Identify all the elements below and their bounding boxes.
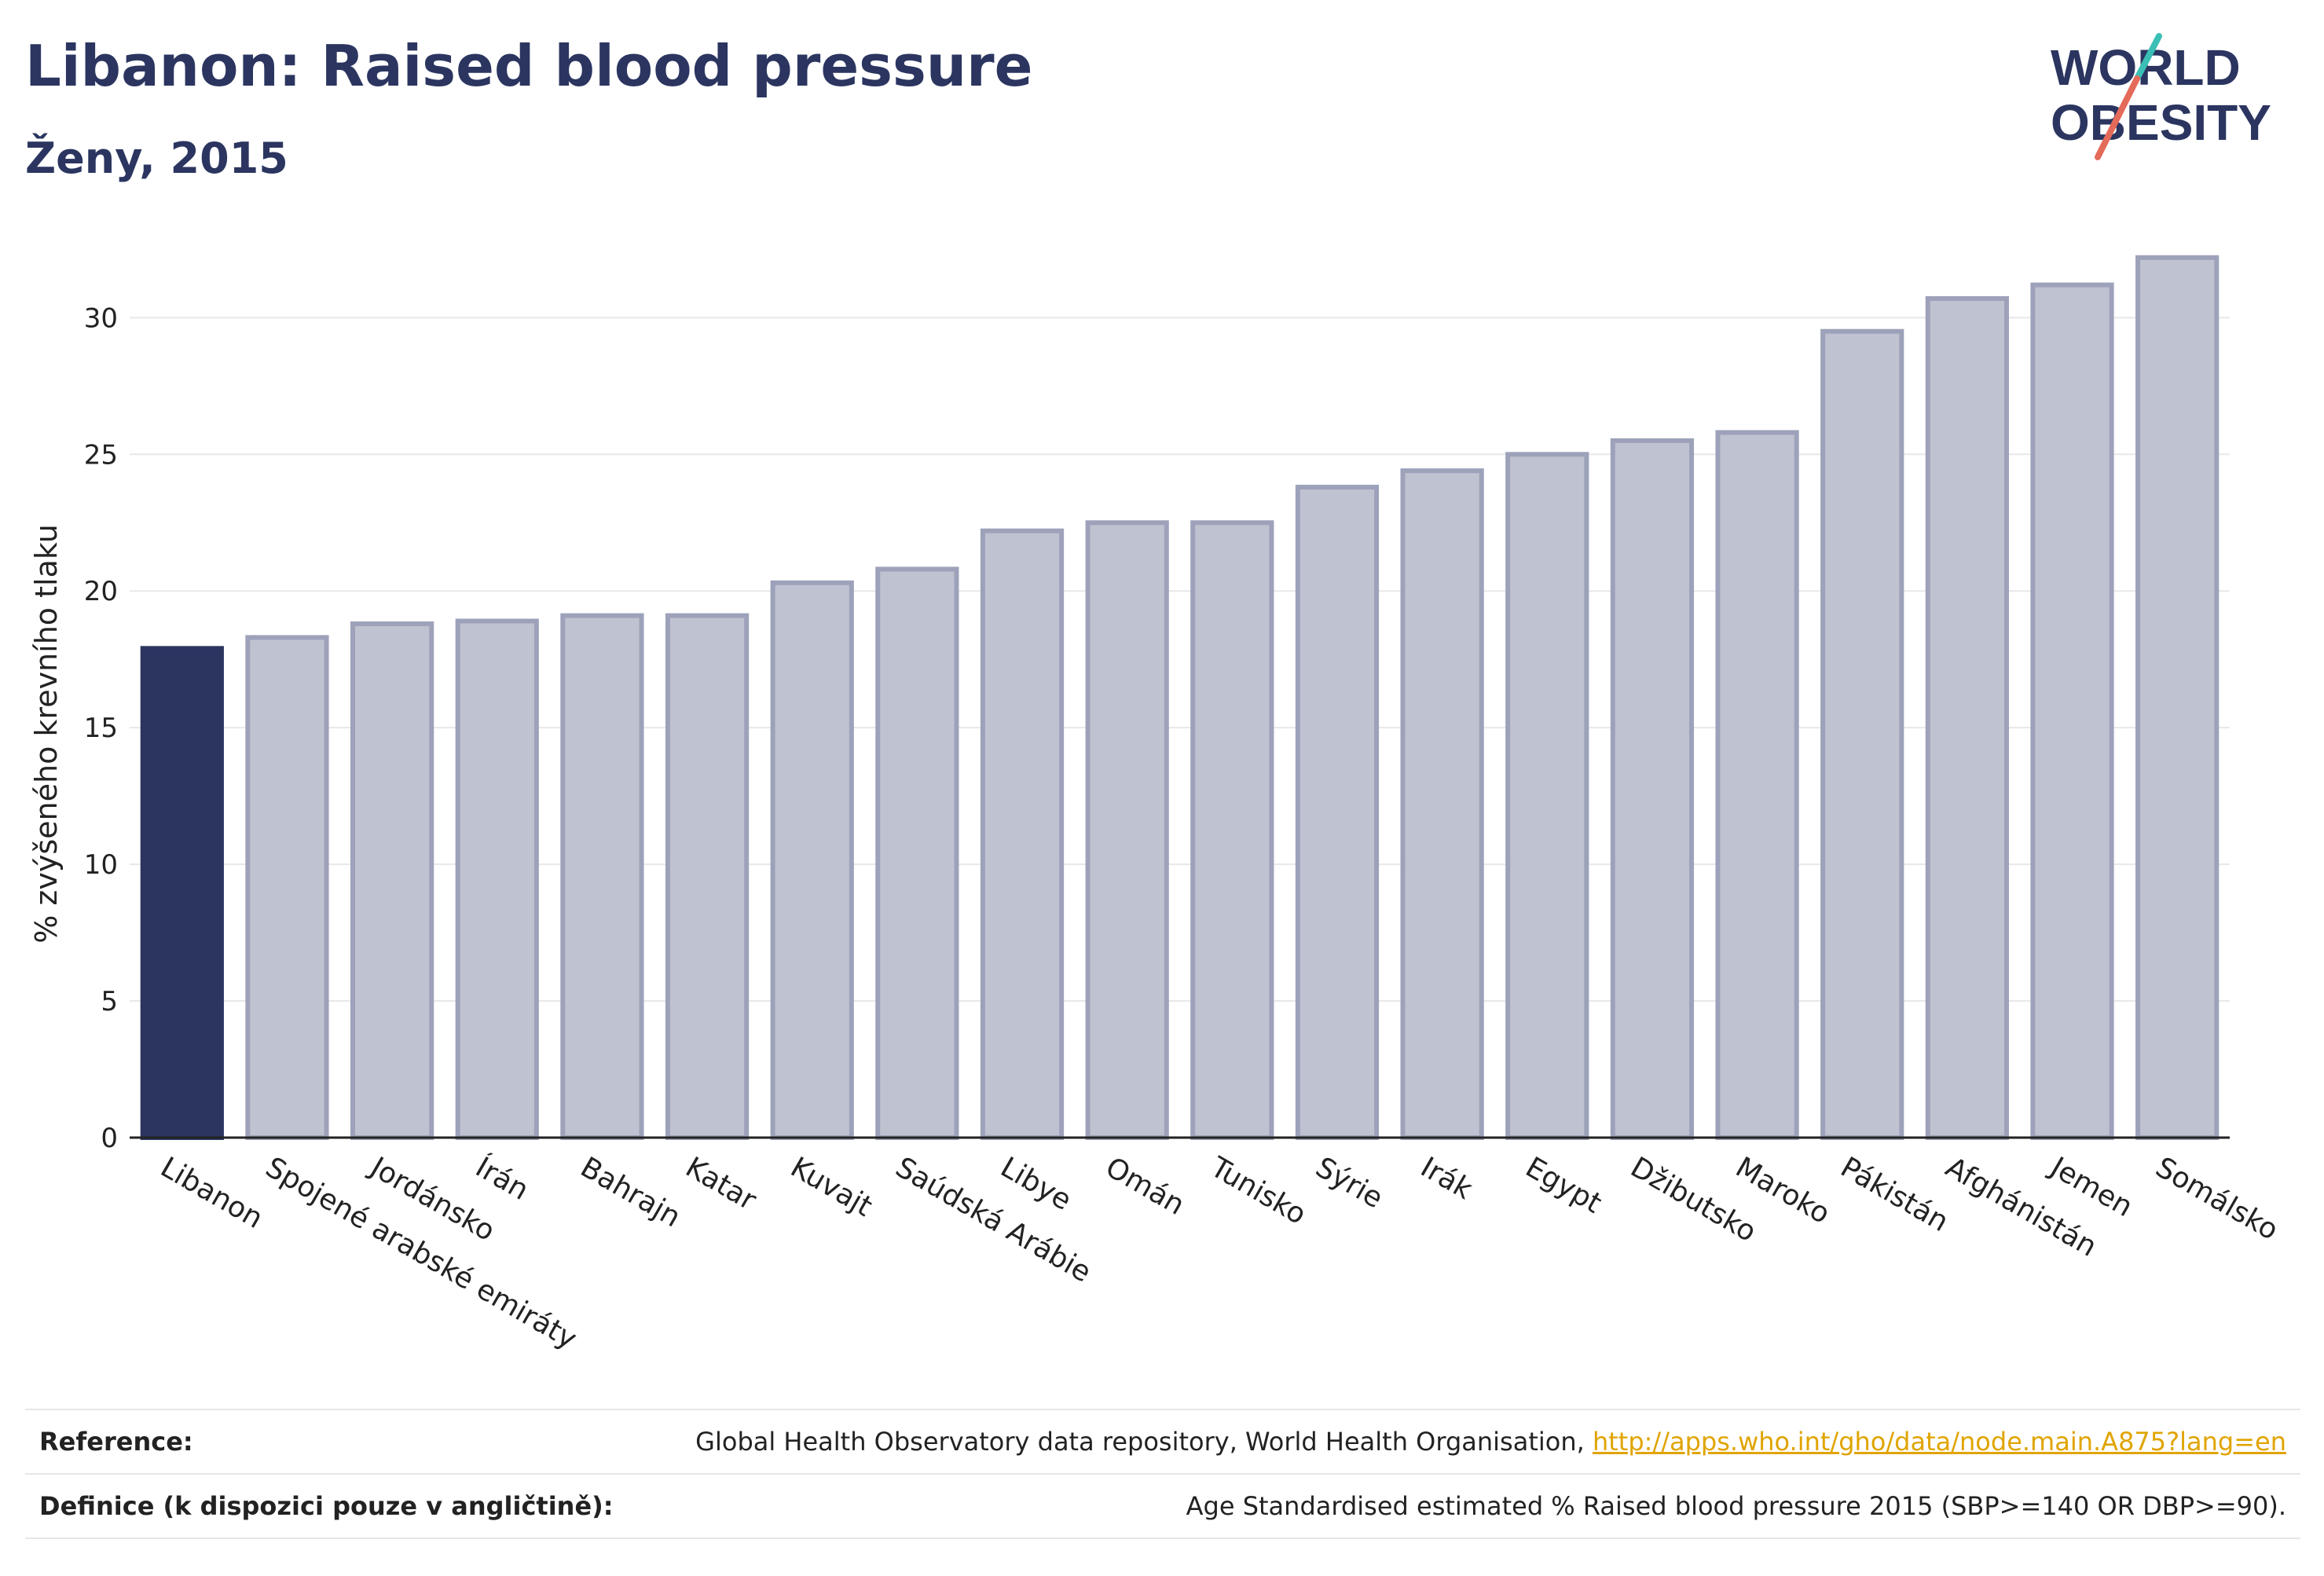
x-tick-label: Tunisko — [1204, 1151, 1311, 1231]
chart-title: Libanon: Raised blood pressure — [25, 33, 1033, 99]
x-tick-label: Libanon — [155, 1151, 268, 1235]
bar-jemen — [2030, 282, 2114, 1141]
x-tick-label: Somálsko — [2150, 1151, 2284, 1247]
x-tick-label: Omán — [1100, 1151, 1189, 1222]
x-tick-label: Pákistán — [1835, 1151, 1954, 1238]
reference-label: Reference: — [39, 1427, 193, 1457]
logo-line2: OBESITY — [2051, 94, 2271, 151]
reference-text: Global Health Observatory data repositor… — [695, 1427, 1593, 1457]
bar-sýrie — [1295, 485, 1380, 1140]
y-tick-label: 20 — [84, 576, 118, 607]
bar-džibutsko — [1610, 438, 1695, 1140]
x-tick-label: Írán — [470, 1150, 534, 1207]
x-tick-label: Bahrajn — [575, 1151, 686, 1233]
bar-bahrajn — [560, 613, 644, 1140]
footer-reference-row: Reference: Global Health Observatory dat… — [25, 1409, 2300, 1473]
bar-saúdská-arábie — [875, 566, 959, 1140]
bar-libye — [980, 528, 1065, 1140]
y-tick-label: 30 — [84, 302, 118, 334]
bars — [140, 255, 2220, 1141]
bar-afghánistán — [1925, 296, 2009, 1141]
y-axis-ticks: 0 5 10 15 20 25 30 — [84, 302, 118, 1154]
bar-írán — [455, 618, 539, 1140]
bar-somálsko — [2135, 255, 2220, 1140]
x-tick-label: Katar — [680, 1151, 762, 1217]
footer-bottom-rule — [25, 1538, 2300, 1539]
bar-katar — [665, 613, 750, 1140]
y-tick-label: 10 — [84, 849, 118, 881]
bar-pákistán — [1820, 328, 1904, 1140]
world-obesity-logo: WORLD OBESITY — [2051, 33, 2271, 160]
bar-egypt — [1505, 452, 1589, 1140]
bar-omán — [1085, 520, 1169, 1140]
y-tick-label: 25 — [84, 439, 118, 471]
bar-irák — [1400, 468, 1484, 1140]
bar-tunisko — [1190, 520, 1274, 1140]
x-tick-label: Kuvajt — [785, 1151, 878, 1223]
bar-jordánsko — [350, 621, 434, 1140]
y-tick-label: 0 — [101, 1123, 118, 1154]
reference-value: Global Health Observatory data repositor… — [695, 1427, 2300, 1457]
gridlines — [130, 317, 2230, 1002]
x-tick-label: Egypt — [1520, 1151, 1607, 1219]
reference-link[interactable]: http://apps.who.int/gho/data/node.main.A… — [1592, 1427, 2286, 1457]
bar-libanon — [140, 646, 224, 1140]
definition-label: Definice (k dispozici pouze v angličtině… — [39, 1491, 614, 1521]
bar-kuvajt — [770, 580, 854, 1140]
x-tick-label: Saúdská Arábie — [890, 1151, 1097, 1288]
x-tick-label: Sýrie — [1310, 1151, 1387, 1215]
y-axis-title: % zvýšeného krevního tlaku — [29, 524, 64, 944]
x-tick-label: Libye — [995, 1151, 1077, 1217]
chart-subtitle: Ženy, 2015 — [25, 134, 288, 183]
x-tick-label: Irák — [1415, 1151, 1478, 1206]
definition-text: Age Standardised estimated % Raised bloo… — [1186, 1491, 2286, 1521]
bar-maroko — [1715, 430, 1799, 1140]
bar-spojené-arabské-emiráty — [245, 635, 329, 1140]
y-tick-label: 5 — [101, 986, 118, 1017]
footer-definition-row: Definice (k dispozici pouze v angličtině… — [25, 1473, 2300, 1538]
y-tick-label: 15 — [84, 713, 118, 744]
logo-slash-coral — [2095, 75, 2140, 160]
logo-slash-teal — [2134, 33, 2162, 82]
